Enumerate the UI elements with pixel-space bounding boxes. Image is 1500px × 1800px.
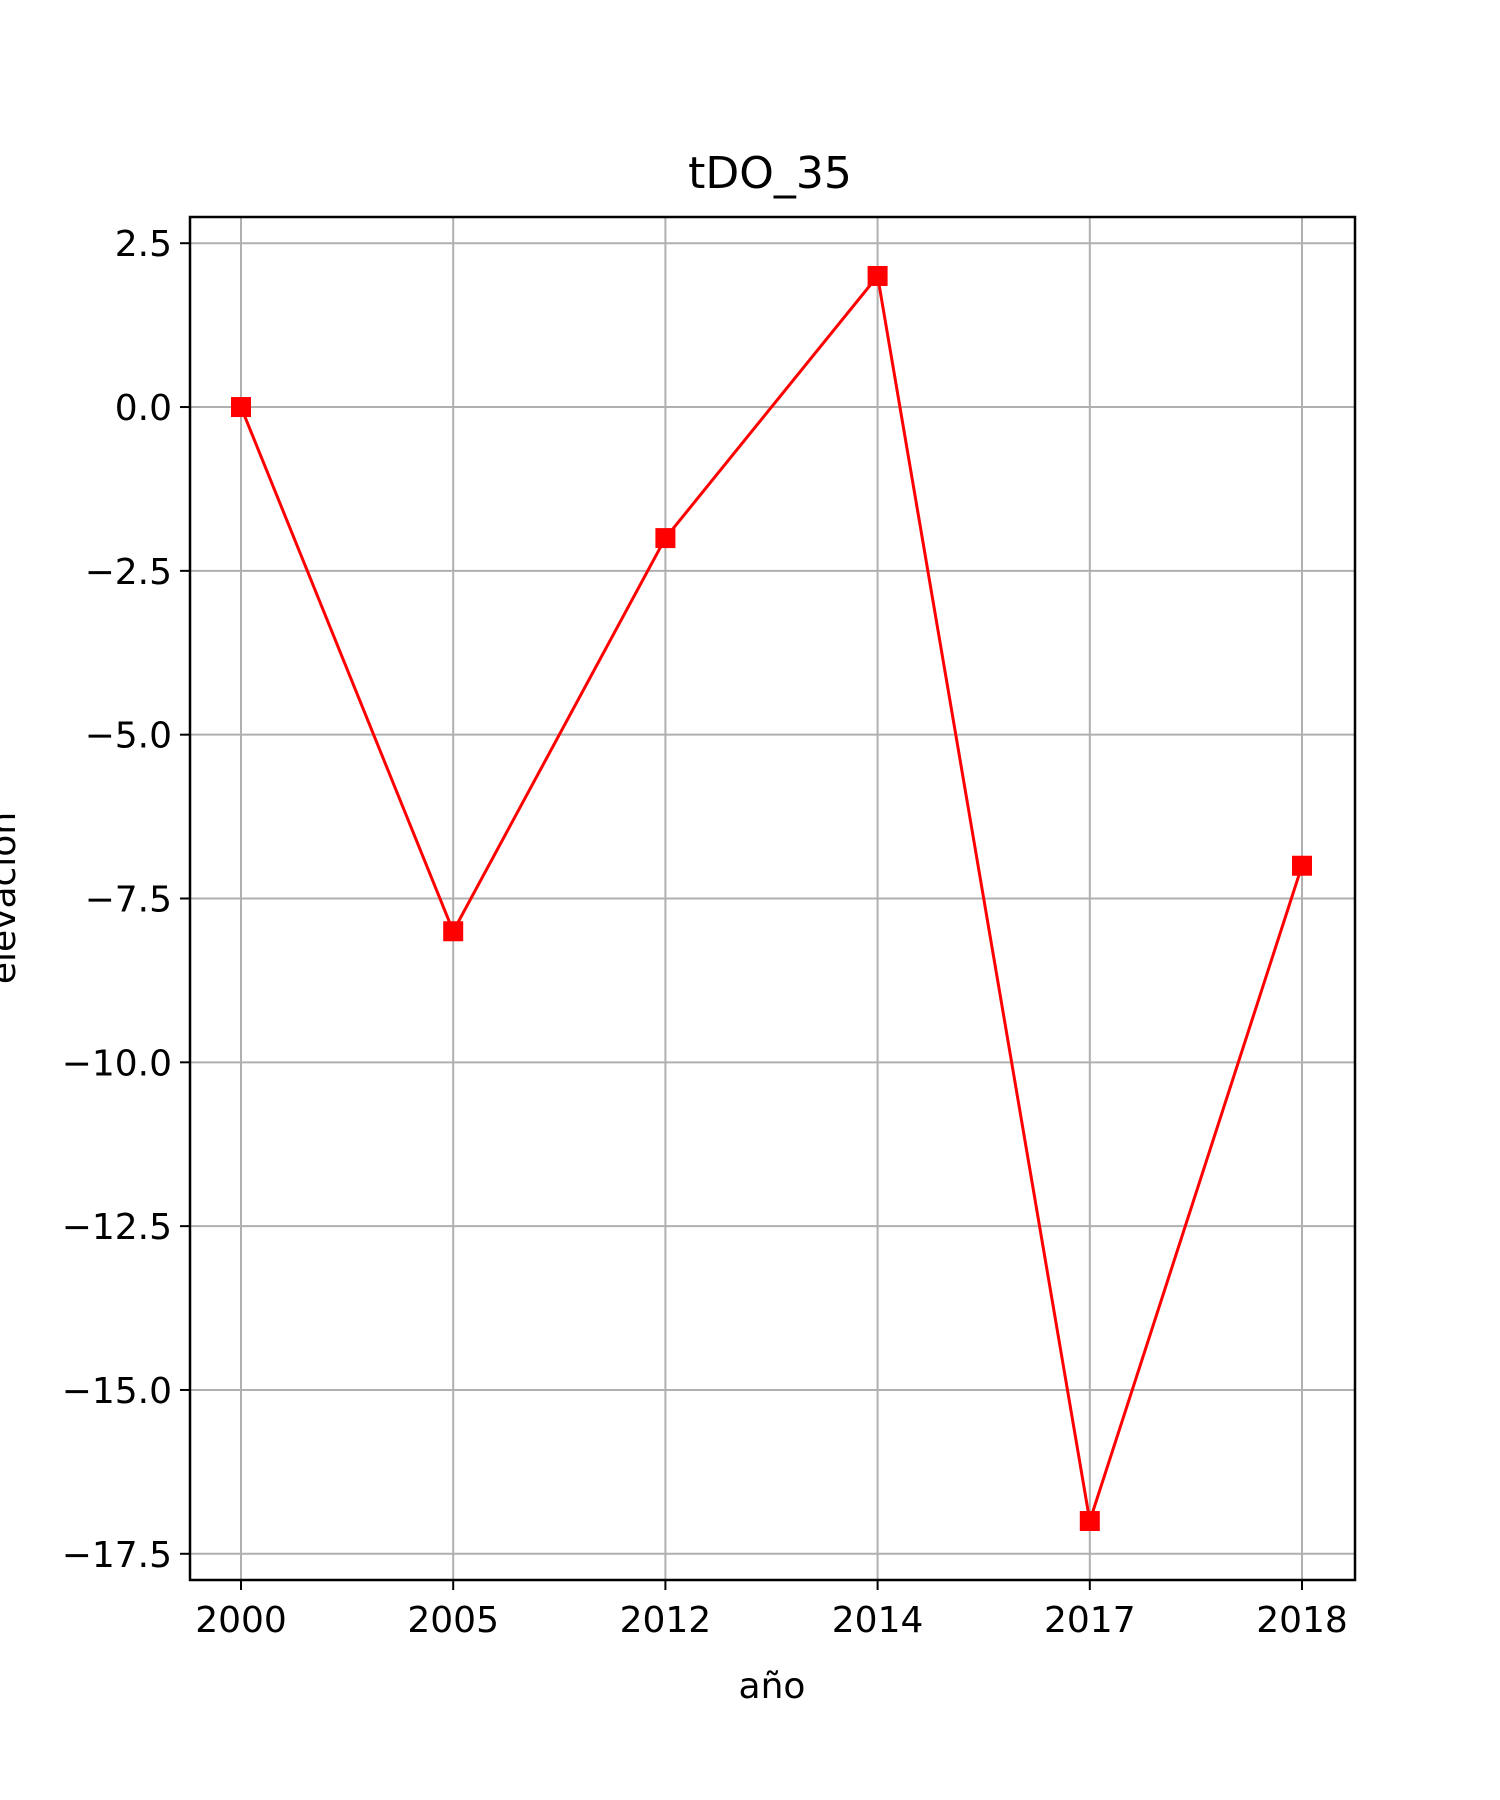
series-line	[239, 272, 1304, 1522]
data-point	[1079, 1511, 1100, 1532]
x-tick-label: 2012	[620, 1600, 712, 1641]
y-tick-label: −17.5	[62, 1535, 172, 1576]
y-tick-label: 0.0	[115, 388, 172, 429]
x-axis: 2000 2005 2012 2014 2017 2018	[195, 1580, 1348, 1641]
y-tick-label: −10.0	[62, 1043, 172, 1084]
x-tick-label: 2005	[407, 1600, 499, 1641]
x-tick-label: 2014	[832, 1600, 924, 1641]
chart-title: tDO_35	[688, 148, 852, 199]
data-point	[231, 397, 251, 418]
data-point	[1292, 855, 1312, 876]
data-point	[655, 528, 676, 549]
y-axis-label: elevación	[0, 812, 24, 984]
y-tick-label: 2.5	[115, 224, 172, 265]
y-tick-label: −12.5	[62, 1207, 172, 1248]
x-tick-label: 2017	[1044, 1600, 1136, 1641]
x-tick-label: 2018	[1256, 1600, 1348, 1641]
x-tick-label: 2000	[195, 1600, 287, 1641]
y-tick-label: −2.5	[85, 552, 172, 593]
y-tick-label: −5.0	[85, 716, 172, 757]
data-point	[867, 265, 888, 286]
y-tick-label: −15.0	[62, 1371, 172, 1412]
y-axis: 2.5 0.0 −2.5 −5.0 −7.5 −10.0 −12.5 −15.0 −17.5	[62, 224, 190, 1576]
data-point	[443, 921, 464, 942]
series-line-group	[239, 272, 1304, 1522]
grid	[190, 217, 1355, 1580]
y-tick-label: −7.5	[85, 880, 172, 921]
series-markers	[231, 265, 1312, 1532]
x-axis-label: año	[739, 1666, 806, 1707]
